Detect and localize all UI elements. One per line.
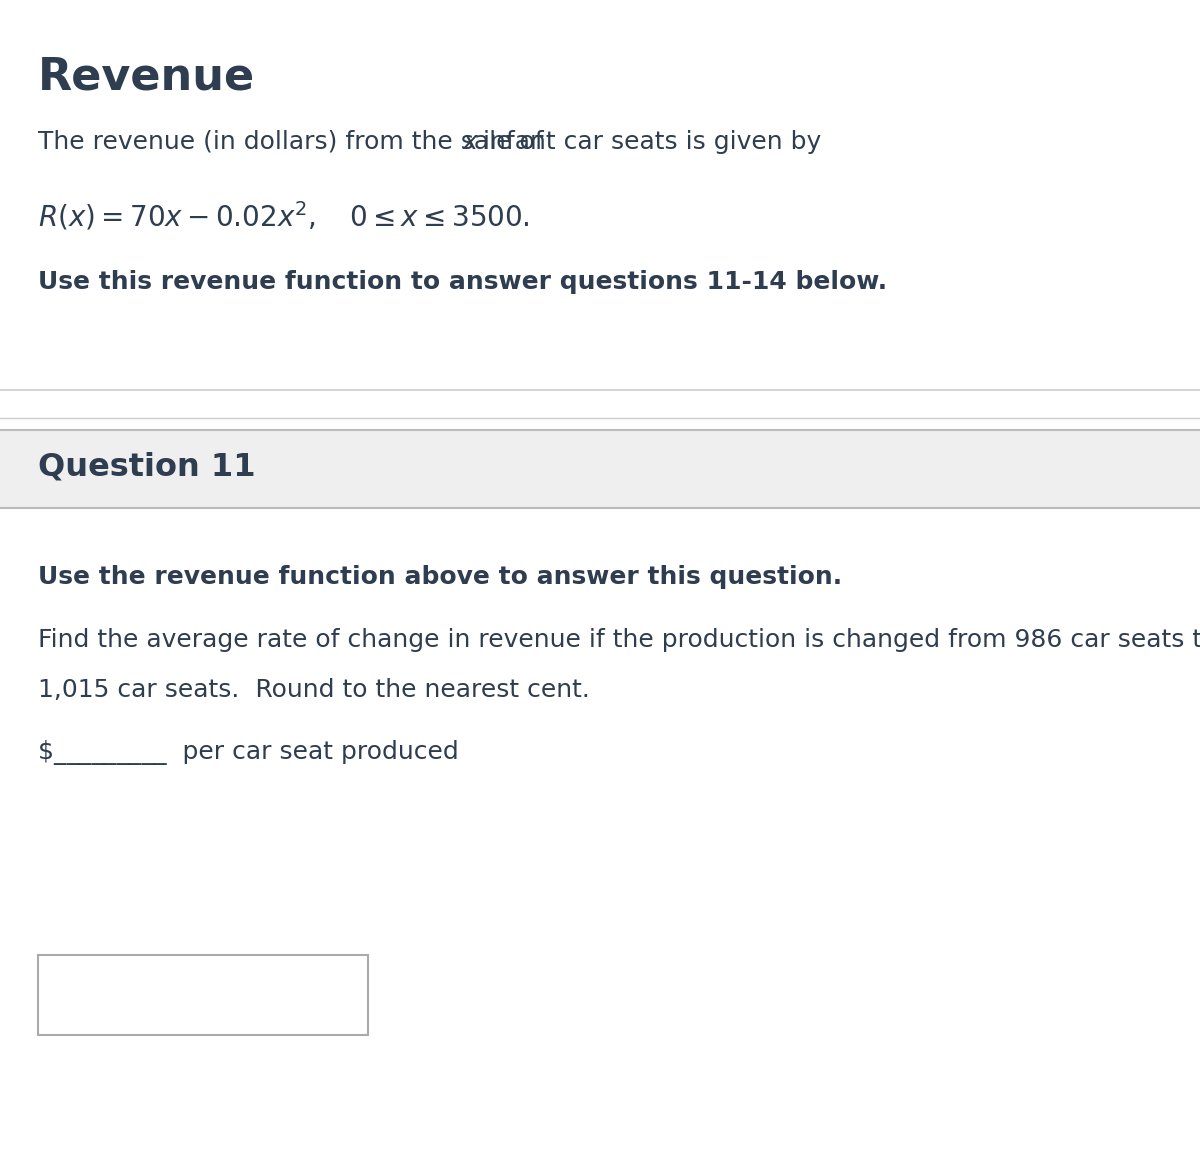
Text: 1,015 car seats.  Round to the nearest cent.: 1,015 car seats. Round to the nearest ce… — [38, 678, 590, 702]
Text: Use this revenue function to answer questions 11-14 below.: Use this revenue function to answer ques… — [38, 270, 887, 294]
Text: Find the average rate of change in revenue if the production is changed from 986: Find the average rate of change in reven… — [38, 629, 1200, 651]
Text: $R(x) = 70x - 0.02x^2, \quad 0 \leq x \leq 3500.$: $R(x) = 70x - 0.02x^2, \quad 0 \leq x \l… — [38, 200, 530, 233]
Text: Question 11: Question 11 — [38, 452, 256, 483]
Bar — [38, 955, 368, 1035]
Text: The revenue (in dollars) from the sale of: The revenue (in dollars) from the sale o… — [38, 130, 552, 154]
Text: x: x — [463, 130, 478, 154]
Text: $_________  per car seat produced: $_________ per car seat produced — [38, 740, 458, 765]
Text: Revenue: Revenue — [38, 55, 256, 98]
Bar — [0, 430, 1200, 508]
Text: infant car seats is given by: infant car seats is given by — [475, 130, 821, 154]
Text: Use the revenue function above to answer this question.: Use the revenue function above to answer… — [38, 565, 842, 589]
